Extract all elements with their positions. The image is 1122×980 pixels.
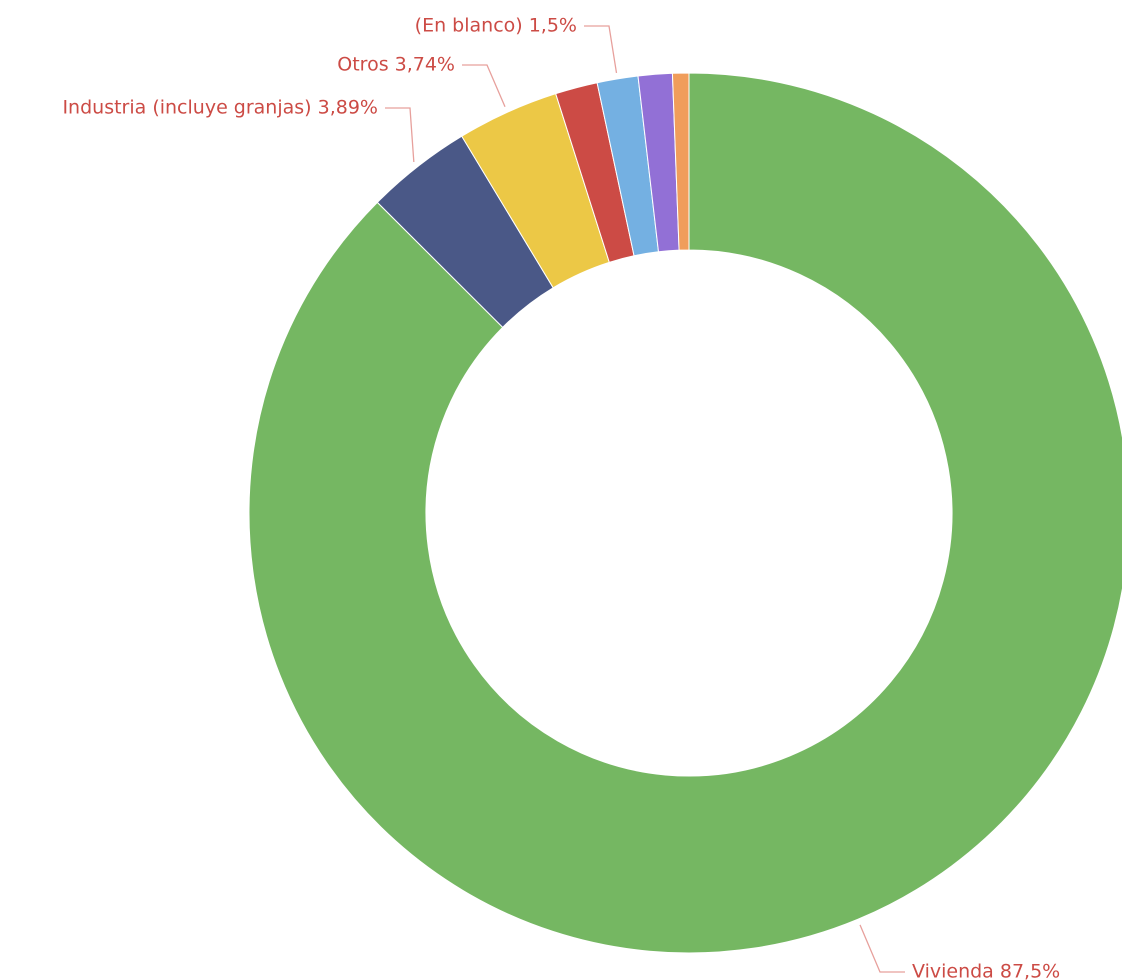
slice-slice-7 — [671, 72, 690, 251]
label-en-blanco: (En blanco) 1,5% — [415, 15, 577, 37]
label-industria-incluye-granjas: Industria (incluye granjas) 3,89% — [62, 97, 378, 119]
leader-line-vivienda — [859, 924, 905, 973]
donut-slices — [248, 72, 1122, 954]
label-vivienda: Vivienda 87,5% — [912, 961, 1060, 980]
slice-labels: Vivienda 87,5% Industria (incluye granjas… — [62, 15, 1060, 980]
leader-line-otros — [462, 64, 506, 107]
leader-line-industria-incluye-granjas — [385, 107, 415, 163]
leader-line-en-blanco — [584, 25, 618, 74]
slice-vivienda — [248, 72, 1122, 954]
label-otros: Otros 3,74% — [337, 54, 455, 76]
